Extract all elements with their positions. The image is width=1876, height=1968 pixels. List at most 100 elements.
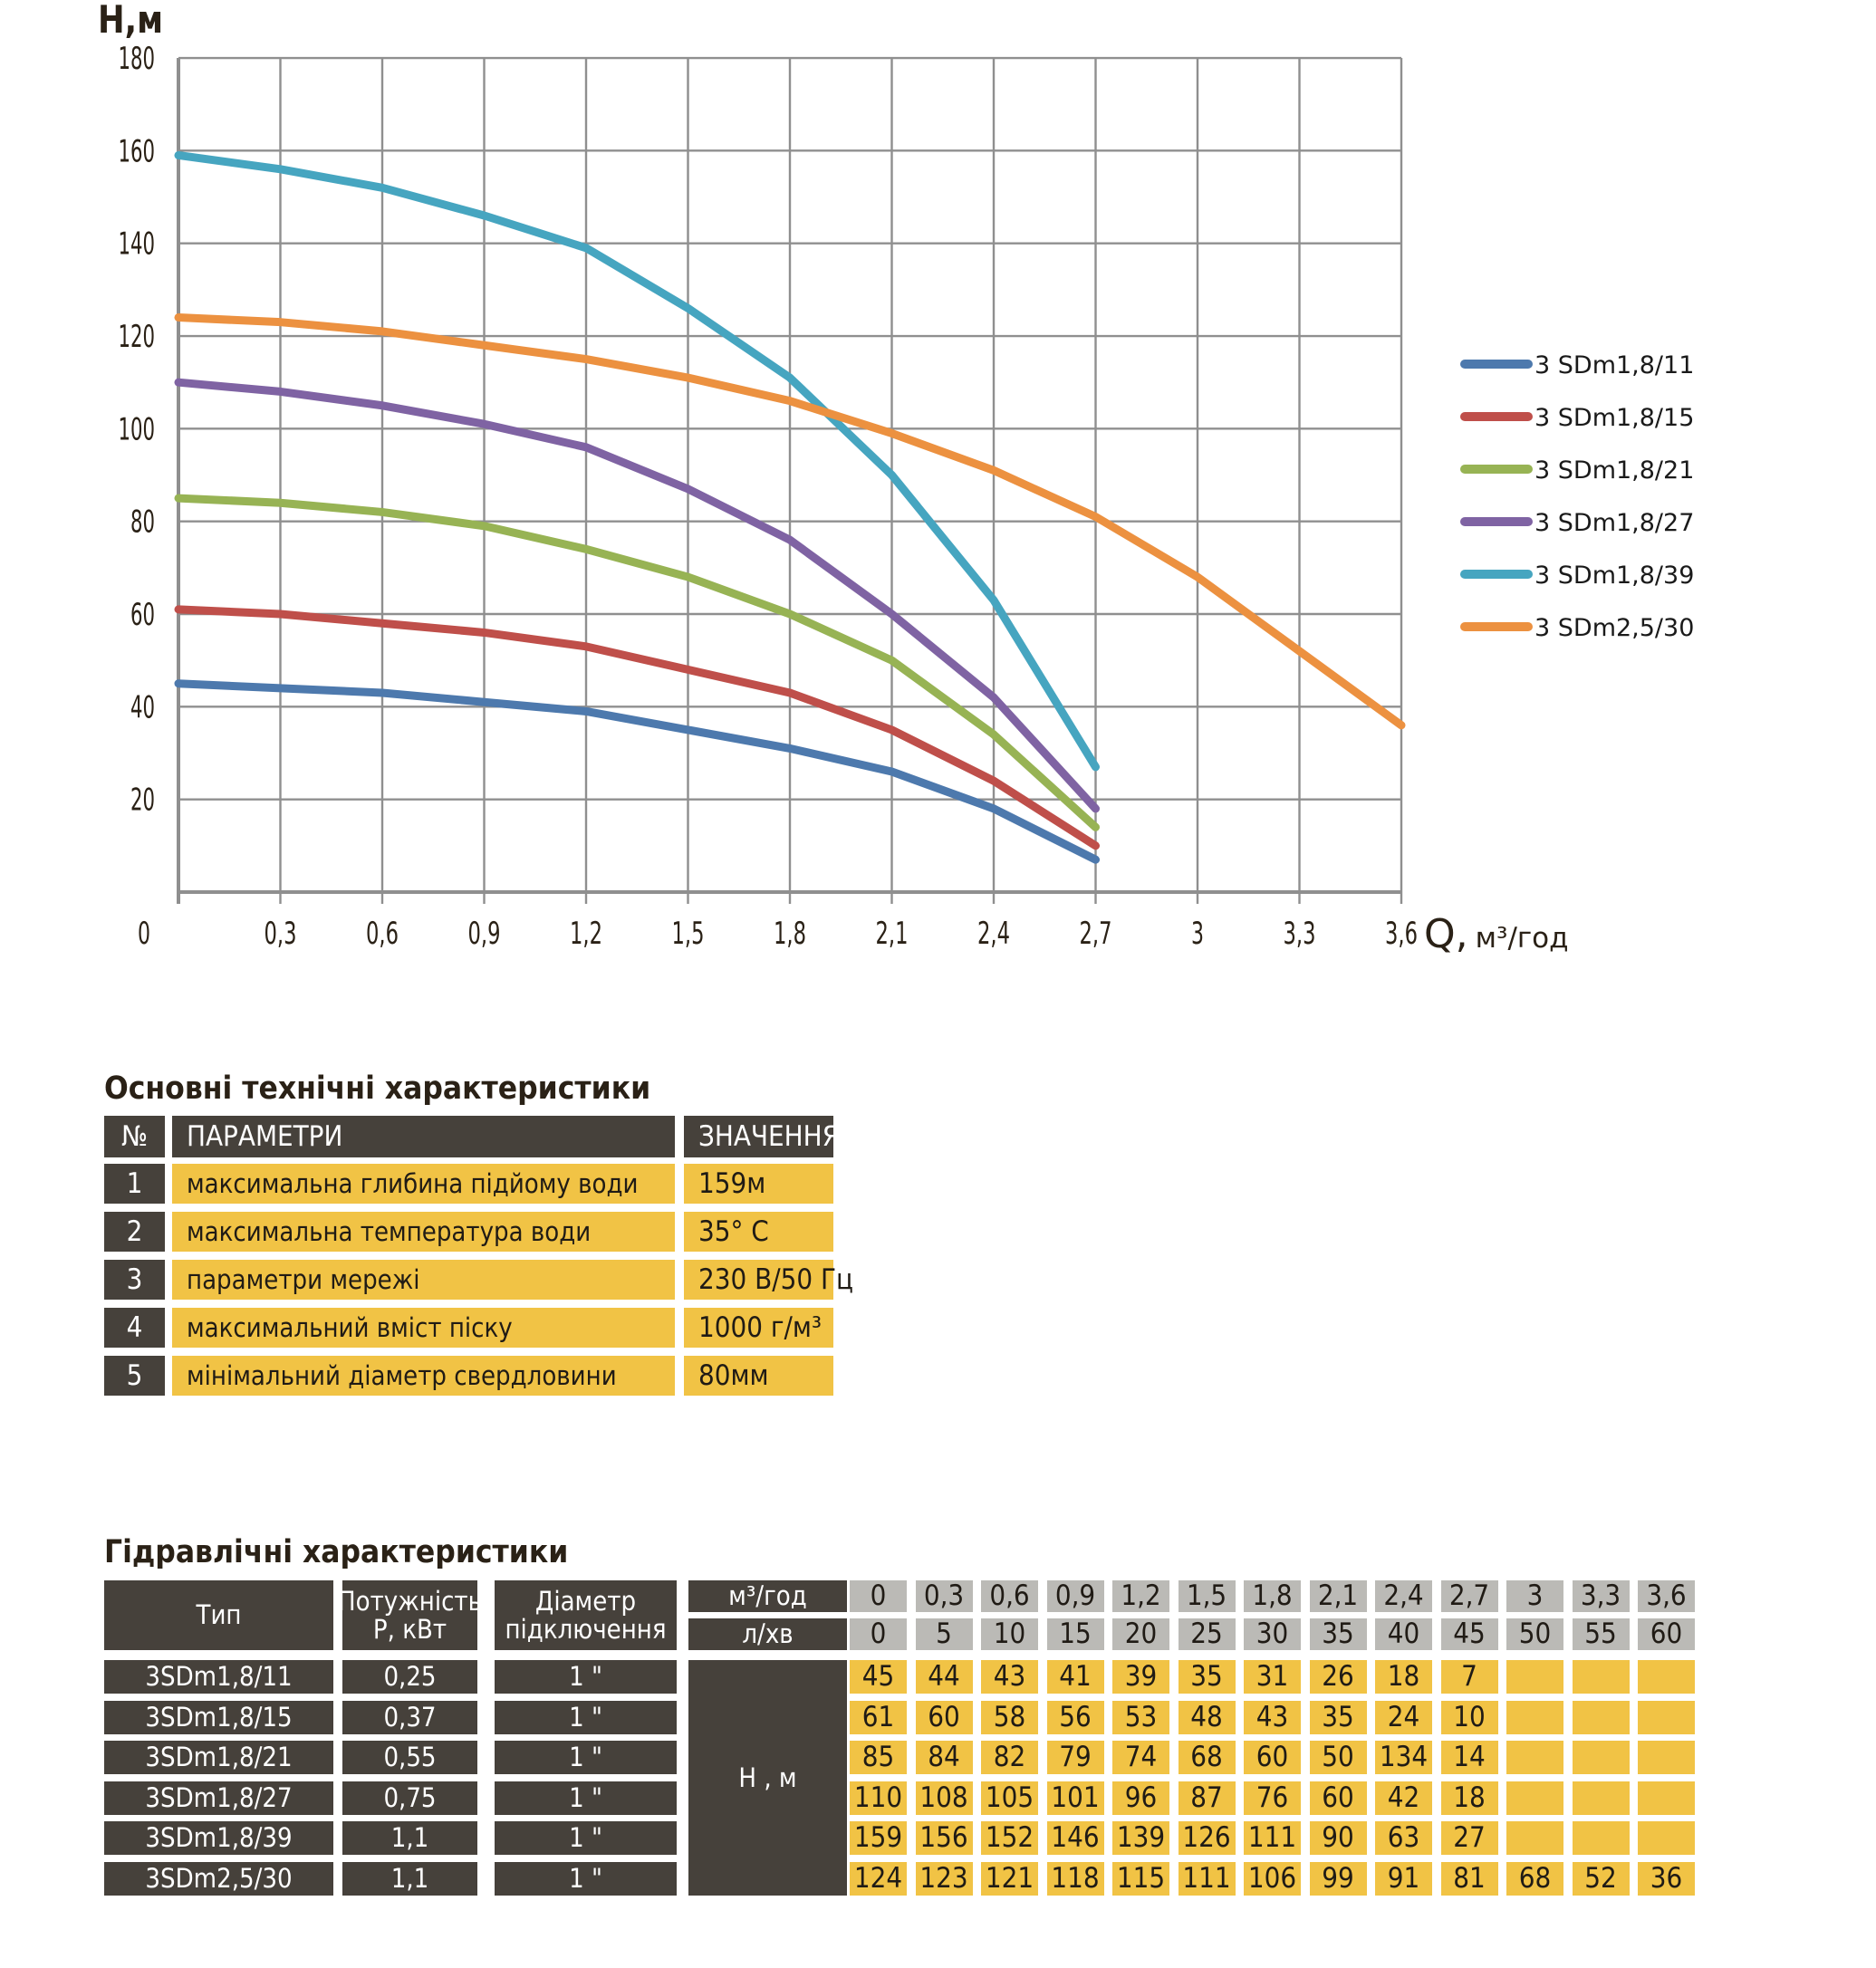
curve-3-SDm1-8-39 xyxy=(174,150,1100,772)
x-tick-label: 0 xyxy=(138,916,150,952)
tech-row-value: 159м xyxy=(684,1164,833,1204)
hydra-lpm-value: 30 xyxy=(1244,1618,1301,1650)
x-tick-label: 2,4 xyxy=(977,916,1010,952)
hydra-head-value: 60 xyxy=(1309,1781,1367,1815)
hydra-lpm-value: 25 xyxy=(1178,1618,1236,1650)
tech-row-param: максимальна температура води xyxy=(172,1212,675,1252)
hydra-head-value xyxy=(1638,1821,1695,1855)
hydra-head-value xyxy=(1638,1781,1695,1815)
hydra-head-value: 60 xyxy=(915,1701,973,1734)
hydra-head-value: 63 xyxy=(1375,1821,1432,1855)
tech-header-param: ПАРАМЕТРИ xyxy=(172,1116,675,1157)
hydra-row-power: 1,1 xyxy=(342,1821,477,1855)
hydra-head-value: 85 xyxy=(850,1741,907,1774)
y-tick-label: 40 xyxy=(130,689,155,725)
hydra-head-value: 45 xyxy=(850,1660,907,1694)
hydra-lpm-value: 15 xyxy=(1046,1618,1104,1650)
hydra-flow-value: 3,6 xyxy=(1638,1580,1695,1612)
hydra-head-value: 43 xyxy=(981,1660,1038,1694)
tech-row-param: параметри мережі xyxy=(172,1260,675,1300)
hydra-head-value xyxy=(1572,1741,1630,1774)
hydra-head-value: 99 xyxy=(1309,1862,1367,1896)
hydra-head-value: 115 xyxy=(1112,1862,1169,1896)
hydra-header-diameter: Діаметр підключення xyxy=(495,1580,677,1650)
y-tick-label: 60 xyxy=(130,597,155,633)
hydra-head-value xyxy=(1638,1660,1695,1694)
y-tick-label: 80 xyxy=(130,504,155,541)
hydra-head-value: 50 xyxy=(1309,1741,1367,1774)
x-tick-label: 0,3 xyxy=(265,916,297,952)
y-axis-tick-labels: 20 40 60 80 100 120 140 160 180 xyxy=(119,41,156,819)
hydra-row-diameter: 1 " xyxy=(495,1660,677,1694)
curve-3-SDm1-8-27 xyxy=(174,378,1100,813)
hydra-head-value: 14 xyxy=(1440,1741,1498,1774)
hydra-head-value: 124 xyxy=(850,1862,907,1896)
x-tick-label: 1,8 xyxy=(774,916,806,952)
hydra-row-type: 3SDm1,8/27 xyxy=(104,1781,333,1815)
hydra-head-value xyxy=(1572,1701,1630,1734)
hydra-flow-value: 0,3 xyxy=(915,1580,973,1612)
hydra-head-value: 111 xyxy=(1178,1862,1236,1896)
hydra-head-value: 139 xyxy=(1112,1821,1169,1855)
hydra-head-value: 152 xyxy=(981,1821,1038,1855)
tech-row-value: 230 В/50 Гц xyxy=(684,1260,853,1300)
hydra-head-value: 123 xyxy=(915,1862,973,1896)
hydra-head-value: 39 xyxy=(1112,1660,1169,1694)
hydra-row-type: 3SDm1,8/15 xyxy=(104,1701,333,1734)
x-axis-title: Q, м³/год xyxy=(1424,911,1569,957)
hydra-row-power: 0,25 xyxy=(342,1660,477,1694)
hydra-flow-value: 3,3 xyxy=(1572,1580,1630,1612)
hydra-head-value: 118 xyxy=(1046,1862,1104,1896)
y-tick-label: 100 xyxy=(119,411,156,447)
hydra-head-value: 68 xyxy=(1506,1862,1563,1896)
hydra-head-value xyxy=(1506,1741,1563,1774)
legend-label: 3 SDm1,8/11 xyxy=(1534,351,1694,379)
hydra-head-value: 79 xyxy=(1046,1741,1104,1774)
hydra-flow-value: 0 xyxy=(850,1580,907,1612)
curve-3-SDm1-8-21 xyxy=(174,494,1100,831)
hydra-head-value: 110 xyxy=(850,1781,907,1815)
pump-performance-chart: 20 40 60 80 100 120 140 160 180 0 0,3 0,6 0,9 1,2 1,5 1… xyxy=(98,0,1694,957)
hydra-head-unit-cell: Н , м xyxy=(688,1660,847,1896)
hydra-head-value xyxy=(1506,1701,1563,1734)
curve-3-SDm2-5-30 xyxy=(174,313,1406,730)
hydra-head-value: 111 xyxy=(1244,1821,1301,1855)
hydra-flow-value: 1,8 xyxy=(1244,1580,1301,1612)
hydra-flow-value: 0,9 xyxy=(1046,1580,1104,1612)
hydra-head-value: 52 xyxy=(1572,1862,1630,1896)
hydra-head-value: 56 xyxy=(1046,1701,1104,1734)
hydra-row-power: 0,55 xyxy=(342,1741,477,1774)
hydra-row-type: 3SDm1,8/11 xyxy=(104,1660,333,1694)
legend-label: 3 SDm2,5/30 xyxy=(1534,614,1694,642)
y-tick-label: 160 xyxy=(119,133,156,169)
hydra-head-value xyxy=(1506,1781,1563,1815)
hydra-flow-value: 1,2 xyxy=(1112,1580,1169,1612)
axis-ticks xyxy=(177,892,1403,904)
hydra-head-value: 121 xyxy=(981,1862,1038,1896)
x-tick-label: 2,1 xyxy=(876,916,909,952)
hydra-header-lpm-unit: л/хв xyxy=(688,1618,847,1650)
hydra-head-value: 76 xyxy=(1244,1781,1301,1815)
hydra-head-value: 48 xyxy=(1178,1701,1236,1734)
hydraulic-table-title: Гідравлічні характеристики xyxy=(104,1534,569,1570)
hydra-head-value xyxy=(1638,1701,1695,1734)
tech-row-value: 80мм xyxy=(684,1356,833,1396)
hydra-lpm-value: 35 xyxy=(1309,1618,1367,1650)
hydra-row-power: 0,37 xyxy=(342,1701,477,1734)
hydra-flow-value: 2,7 xyxy=(1440,1580,1498,1612)
hydra-row-type: 3SDm1,8/21 xyxy=(104,1741,333,1774)
curve-3-SDm1-8-11 xyxy=(174,679,1100,864)
x-tick-label: 3,6 xyxy=(1385,916,1418,952)
hydra-head-value: 101 xyxy=(1046,1781,1104,1815)
hydra-flow-value: 1,5 xyxy=(1178,1580,1236,1612)
x-axis-tick-labels: 0 0,3 0,6 0,9 1,2 1,5 1,8 2,1 2,4 2,7 3 3,3 3,6 xyxy=(138,916,1418,952)
y-tick-label: 120 xyxy=(119,319,156,355)
hydra-row-power: 0,75 xyxy=(342,1781,477,1815)
legend-label: 3 SDm1,8/15 xyxy=(1534,404,1694,432)
hydra-head-value: 134 xyxy=(1375,1741,1432,1774)
hydra-head-value: 36 xyxy=(1638,1862,1695,1896)
hydra-head-value: 18 xyxy=(1375,1660,1432,1694)
tech-row-num: 1 xyxy=(104,1164,165,1204)
tech-row-num: 3 xyxy=(104,1260,165,1300)
